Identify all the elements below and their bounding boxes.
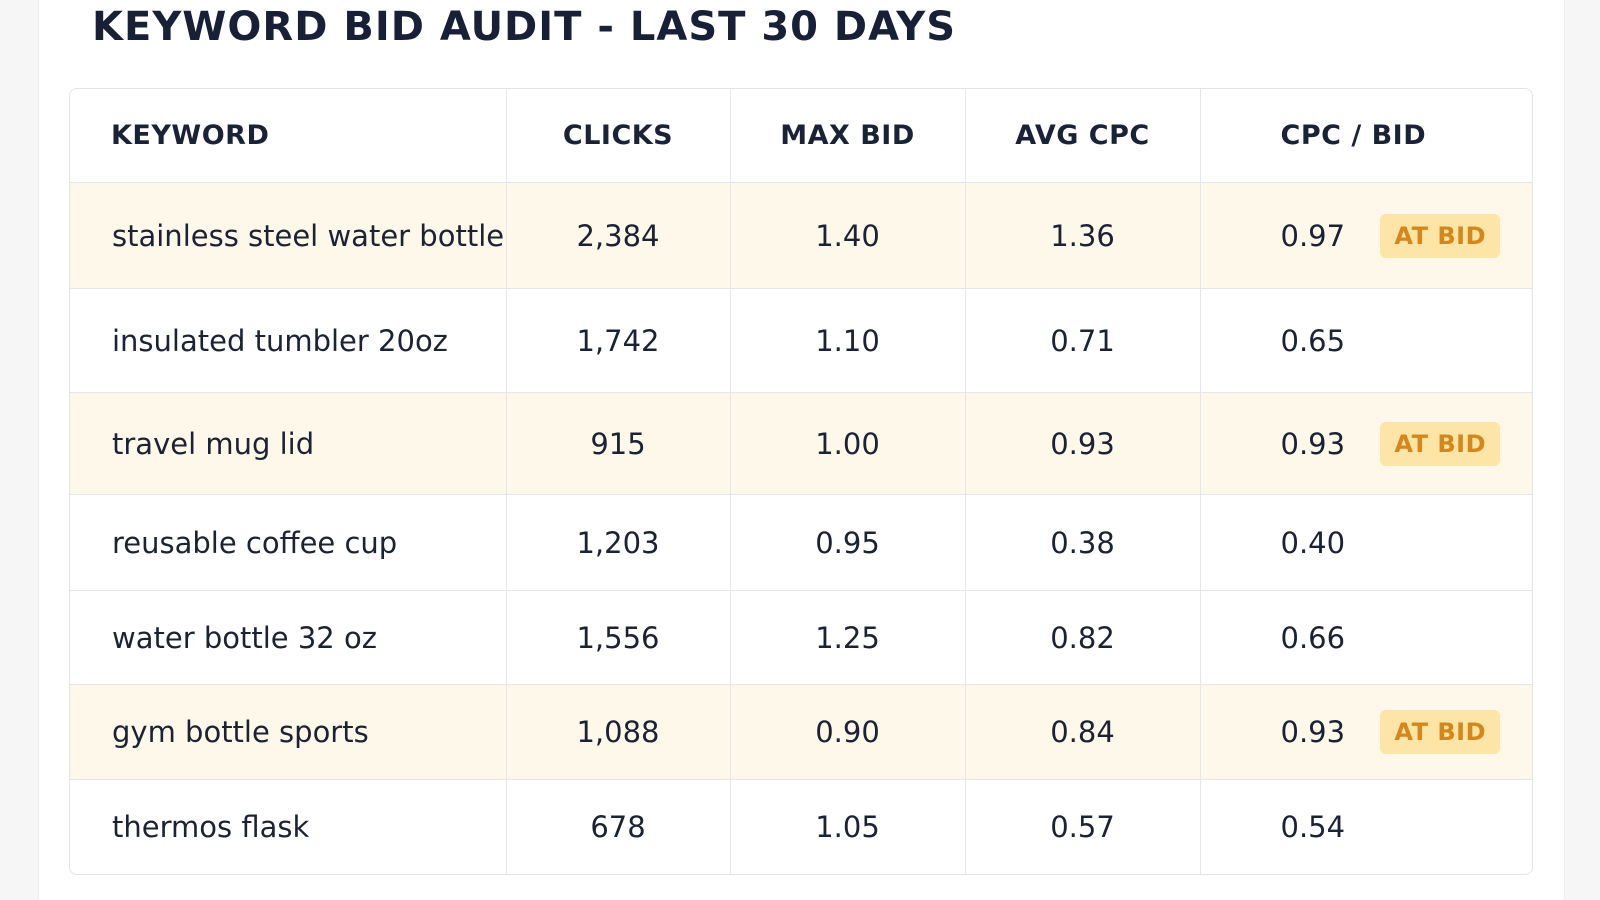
table-row[interactable]: reusable coffee cup 1,203 0.95 0.38 0.40 bbox=[70, 494, 1532, 591]
column-header-max-bid[interactable]: MAX BID bbox=[730, 89, 966, 183]
avg-cpc-cell: 0.71 bbox=[965, 288, 1201, 393]
keyword-cell: water bottle 32 oz bbox=[70, 590, 507, 685]
at-bid-badge: AT BID bbox=[1380, 421, 1500, 466]
table-row[interactable]: gym bottle sports 1,088 0.90 0.84 0.93 A… bbox=[70, 684, 1532, 780]
max-bid-cell: 0.95 bbox=[730, 494, 966, 591]
column-header-keyword[interactable]: KEYWORD bbox=[70, 89, 507, 183]
max-bid-cell: 1.00 bbox=[730, 392, 966, 495]
at-bid-badge: AT BID bbox=[1380, 710, 1500, 754]
cpc-bid-value: 0.93 bbox=[1280, 426, 1346, 461]
max-bid-cell: 0.90 bbox=[730, 684, 966, 780]
table-row[interactable]: travel mug lid 915 1.00 0.93 0.93 AT BID bbox=[70, 392, 1532, 495]
bid-audit-table-card: KEYWORD CLICKS MAX BID AVG CPC CPC / BID… bbox=[69, 88, 1533, 875]
keyword-cell: travel mug lid bbox=[70, 392, 507, 495]
cpc-bid-value: 0.93 bbox=[1280, 715, 1346, 749]
avg-cpc-cell: 1.36 bbox=[965, 182, 1201, 289]
at-bid-badge: AT BID bbox=[1380, 213, 1500, 258]
clicks-cell: 1,203 bbox=[506, 494, 731, 591]
bid-audit-table: KEYWORD CLICKS MAX BID AVG CPC CPC / BID… bbox=[70, 89, 1532, 874]
clicks-cell: 1,556 bbox=[506, 590, 731, 685]
clicks-cell: 1,742 bbox=[506, 288, 731, 393]
max-bid-cell: 1.05 bbox=[730, 779, 966, 874]
keyword-cell: insulated tumbler 20oz bbox=[70, 288, 507, 393]
avg-cpc-cell: 0.82 bbox=[965, 590, 1201, 685]
cpc-bid-value: 0.54 bbox=[1280, 810, 1346, 844]
table-row[interactable]: water bottle 32 oz 1,556 1.25 0.82 0.66 bbox=[70, 590, 1532, 685]
avg-cpc-cell: 0.93 bbox=[965, 392, 1201, 495]
cpc-bid-cell: 0.93 AT BID bbox=[1200, 684, 1532, 780]
keyword-cell: reusable coffee cup bbox=[70, 494, 507, 591]
column-header-avg-cpc[interactable]: AVG CPC bbox=[965, 89, 1201, 183]
cpc-bid-value: 0.40 bbox=[1280, 525, 1346, 560]
cpc-bid-cell: 0.93 AT BID bbox=[1200, 392, 1532, 495]
clicks-cell: 1,088 bbox=[506, 684, 731, 780]
max-bid-cell: 1.25 bbox=[730, 590, 966, 685]
table-row[interactable]: insulated tumbler 20oz 1,742 1.10 0.71 0… bbox=[70, 288, 1532, 393]
clicks-cell: 678 bbox=[506, 779, 731, 874]
cpc-bid-cell: 0.40 bbox=[1200, 494, 1532, 591]
table-row[interactable]: thermos flask 678 1.05 0.57 0.54 bbox=[70, 779, 1532, 875]
column-header-clicks[interactable]: CLICKS bbox=[506, 89, 731, 183]
avg-cpc-cell: 0.57 bbox=[965, 779, 1201, 874]
cpc-bid-cell: 0.66 bbox=[1200, 590, 1532, 685]
keyword-cell: thermos flask bbox=[70, 779, 507, 874]
table-header-row: KEYWORD CLICKS MAX BID AVG CPC CPC / BID bbox=[70, 89, 1532, 183]
max-bid-cell: 1.10 bbox=[730, 288, 966, 393]
cpc-bid-value: 0.66 bbox=[1280, 620, 1346, 655]
cpc-bid-value: 0.97 bbox=[1280, 218, 1346, 253]
keyword-cell: stainless steel water bottle bbox=[70, 182, 507, 289]
clicks-cell: 2,384 bbox=[506, 182, 731, 289]
clicks-cell: 915 bbox=[506, 392, 731, 495]
cpc-bid-cell: 0.65 bbox=[1200, 288, 1532, 393]
cpc-bid-cell: 0.54 bbox=[1200, 780, 1532, 875]
report-page: KEYWORD BID AUDIT - LAST 30 DAYS KEYWORD… bbox=[38, 0, 1565, 900]
cpc-bid-value: 0.65 bbox=[1280, 323, 1346, 358]
column-header-cpc-bid[interactable]: CPC / BID bbox=[1200, 89, 1532, 183]
cpc-bid-cell: 0.97 AT BID bbox=[1200, 182, 1532, 289]
table-row[interactable]: stainless steel water bottle 2,384 1.40 … bbox=[70, 182, 1532, 289]
max-bid-cell: 1.40 bbox=[730, 182, 966, 289]
keyword-cell: gym bottle sports bbox=[70, 684, 507, 780]
avg-cpc-cell: 0.38 bbox=[965, 494, 1201, 591]
page-title: KEYWORD BID AUDIT - LAST 30 DAYS bbox=[92, 4, 957, 50]
avg-cpc-cell: 0.84 bbox=[965, 684, 1201, 780]
